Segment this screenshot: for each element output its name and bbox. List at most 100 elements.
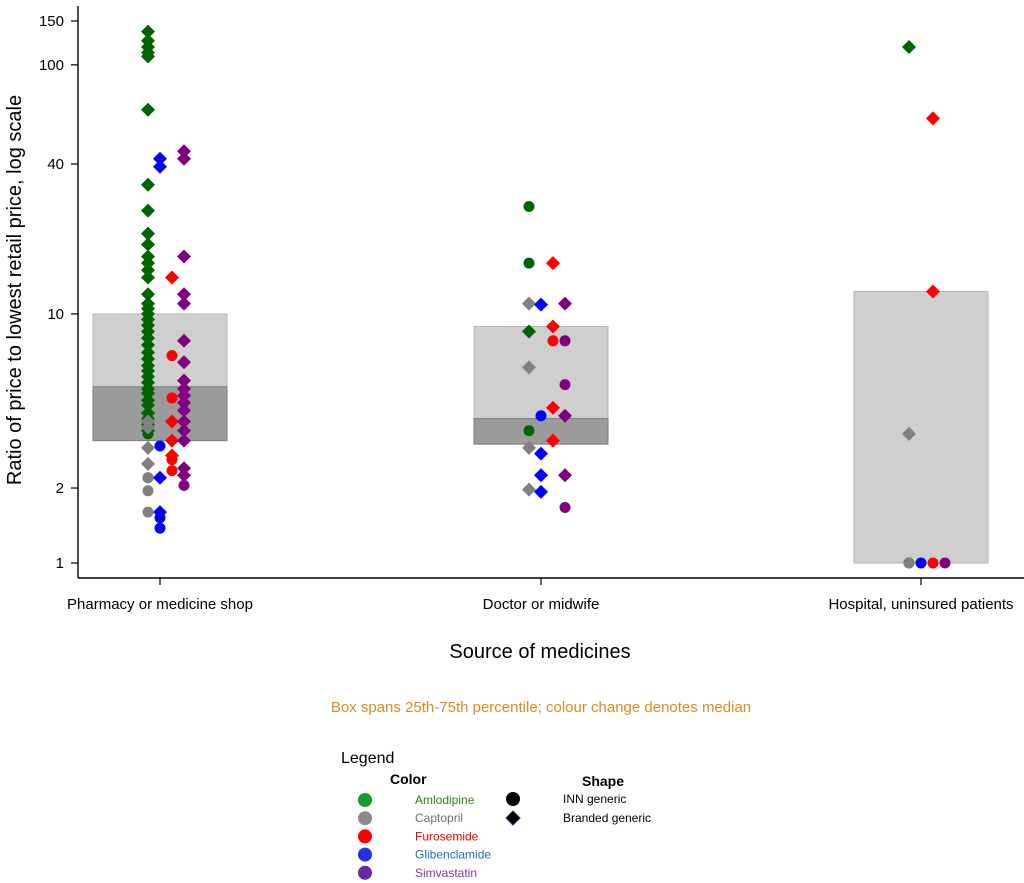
point-glibenclamide-0 (153, 151, 167, 166)
y-tick-label-3: 40 (47, 156, 64, 173)
box-lower-1 (473, 418, 609, 445)
point-amlodipine-14 (141, 287, 155, 302)
point-amlodipine-40 (523, 257, 535, 269)
chart-note: Box spans 25th-75th percentile; colour c… (331, 699, 751, 716)
y-tick-label-0: 1 (56, 555, 64, 572)
legend-swatch-furosemide (358, 829, 372, 844)
point-simvastatin-7 (177, 373, 191, 388)
point-simvastatin-21 (558, 408, 572, 423)
box-lower-0 (92, 386, 228, 442)
legend: Legend Color Shape Amlodipine Captopril Fu… (341, 750, 651, 880)
point-furosemide-11 (546, 400, 560, 415)
point-captopril-12 (903, 557, 915, 569)
legend-shape-heading: Shape (582, 773, 624, 789)
point-simvastatin-10 (177, 395, 191, 410)
box-upper-1 (473, 326, 609, 420)
legend-label-glibenclamide: Glibenclamide (415, 848, 491, 862)
point-glibenclamide-8 (535, 410, 547, 422)
point-furosemide-15 (927, 557, 939, 569)
legend-color-items: Amlodipine Captopril Furosemide Glibenclami… (358, 793, 491, 880)
point-furosemide-8 (546, 256, 560, 271)
point-amlodipine-41 (522, 324, 536, 339)
point-simvastatin-9 (177, 388, 191, 403)
legend-label-amlodipine: Amlodipine (415, 793, 475, 807)
point-simvastatin-0 (177, 144, 191, 159)
point-simvastatin-23 (559, 502, 571, 514)
point-furosemide-13 (926, 111, 940, 126)
point-simvastatin-16 (177, 468, 191, 483)
point-glibenclamide-12 (915, 557, 927, 569)
legend-shape-label-0: INN generic (563, 792, 626, 806)
point-captopril-11 (902, 426, 916, 441)
point-furosemide-4 (165, 433, 179, 448)
point-simvastatin-3 (177, 287, 191, 302)
point-furosemide-2 (166, 392, 178, 404)
point-captopril-6 (142, 506, 154, 518)
point-furosemide-10 (547, 335, 559, 347)
legend-shape-circle (506, 792, 520, 806)
point-glibenclamide-9 (534, 446, 548, 461)
point-furosemide-9 (546, 319, 560, 334)
point-captopril-10 (522, 482, 536, 497)
point-amlodipine-12 (141, 263, 155, 278)
legend-title: Legend (341, 750, 394, 767)
point-amlodipine-0 (141, 24, 155, 39)
legend-shape-diamond (505, 810, 521, 826)
point-simvastatin-24 (939, 557, 951, 569)
point-amlodipine-39 (523, 200, 535, 212)
y-tick-label-5: 150 (39, 13, 64, 30)
point-furosemide-7 (166, 465, 178, 477)
legend-swatch-glibenclamide (358, 847, 372, 862)
point-captopril-1 (141, 420, 155, 435)
point-simvastatin-14 (177, 433, 191, 448)
point-captopril-5 (142, 485, 154, 497)
point-simvastatin-1 (177, 151, 191, 166)
point-simvastatin-11 (177, 403, 191, 418)
point-furosemide-6 (166, 454, 178, 466)
point-simvastatin-5 (177, 333, 191, 348)
point-simvastatin-19 (559, 335, 571, 347)
y-tick-label-1: 2 (56, 480, 64, 497)
point-amlodipine-9 (141, 237, 155, 252)
legend-swatch-captopril (358, 811, 372, 826)
point-simvastatin-20 (559, 379, 571, 391)
y-ticks: 1 2 10 40 100 150 (39, 13, 78, 572)
point-captopril-7 (522, 296, 536, 311)
point-amlodipine-13 (141, 270, 155, 285)
x-axis-title: Source of medicines (449, 641, 630, 663)
point-captopril-2 (141, 440, 155, 455)
legend-swatch-amlodipine (358, 793, 372, 807)
point-simvastatin-17 (178, 479, 190, 491)
point-glibenclamide-1 (153, 159, 167, 174)
legend-label-simvastatin: Simvastatin (415, 866, 477, 880)
x-tick-label-0: Pharmacy or medicine shop (67, 596, 253, 613)
point-amlodipine-22 (141, 338, 155, 353)
x-ticks: Pharmacy or medicine shop Doctor or midwi… (67, 578, 1014, 613)
point-simvastatin-22 (558, 468, 572, 483)
point-glibenclamide-7 (534, 297, 548, 312)
point-amlodipine-8 (141, 226, 155, 241)
point-captopril-8 (522, 360, 536, 375)
point-simvastatin-2 (177, 249, 191, 264)
legend-swatch-simvastatin (358, 865, 372, 880)
point-amlodipine-7 (141, 203, 155, 218)
point-amlodipine-5 (141, 102, 155, 117)
y-tick-label-2: 10 (47, 306, 64, 323)
iqr-boxes (92, 291, 989, 564)
legend-shape-label-1: Branded generic (563, 811, 651, 825)
point-glibenclamide-5 (154, 512, 166, 524)
legend-label-furosemide: Furosemide (415, 829, 479, 843)
x-tick-label-1: Doctor or midwife (483, 596, 600, 613)
axes (77, 6, 1024, 579)
point-captopril-9 (522, 440, 536, 455)
point-captopril-3 (141, 456, 155, 471)
point-furosemide-14 (926, 284, 940, 299)
point-furosemide-1 (166, 350, 178, 362)
point-amlodipine-32 (141, 398, 155, 413)
point-simvastatin-13 (177, 423, 191, 438)
box-upper-2 (853, 291, 989, 564)
y-tick-label-4: 100 (39, 57, 64, 74)
point-glibenclamide-11 (534, 484, 548, 499)
point-glibenclamide-2 (154, 440, 166, 452)
